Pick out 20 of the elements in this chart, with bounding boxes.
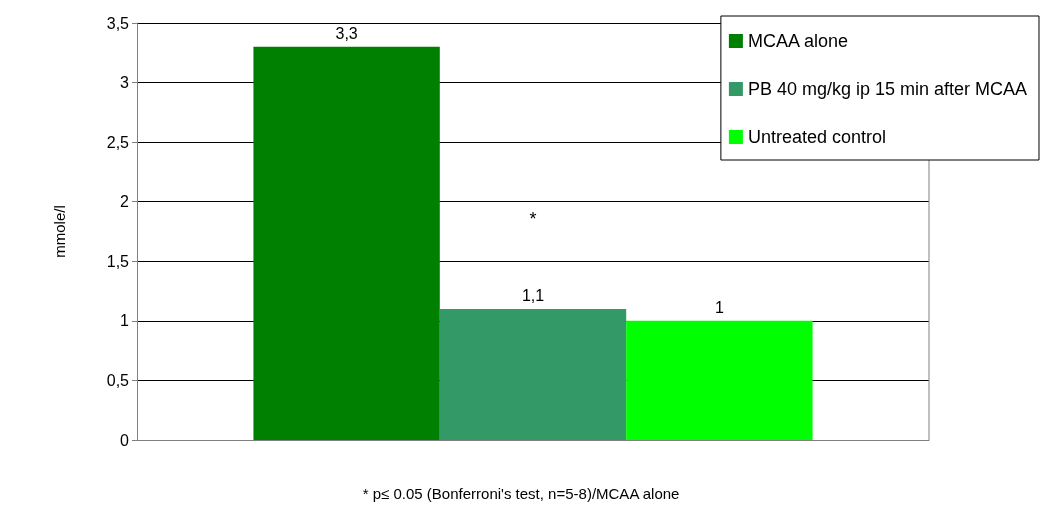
data-label: 1,1 xyxy=(521,287,545,305)
annotation: * xyxy=(529,208,537,229)
y-tick-label: 0,5 xyxy=(106,371,130,389)
bar xyxy=(626,320,813,440)
legend-label: MCAA alone xyxy=(747,31,848,51)
y-tick-label: 0 xyxy=(120,431,130,449)
bar xyxy=(253,46,440,440)
bar xyxy=(439,308,627,440)
y-tick-label: 3,5 xyxy=(106,14,130,32)
y-tick-label: 1,5 xyxy=(106,252,130,270)
legend-label: PB 40 mg/kg ip 15 min after MCAA xyxy=(747,79,1028,99)
text: * p≤ 0.05 (Bonferroni's test, n=5-8)/MCAA alone xyxy=(362,485,680,502)
y-tick-label: 2,5 xyxy=(106,133,130,151)
data-label: 1 xyxy=(714,299,724,317)
data-label: 3,3 xyxy=(335,25,358,43)
y-tick-label: 3 xyxy=(120,74,130,92)
y-tick-label: 2 xyxy=(120,193,130,211)
legend-label: Untreated control xyxy=(747,127,886,147)
y-axis-title: mmole/l xyxy=(51,205,68,258)
y-tick-label: 1 xyxy=(120,312,130,330)
